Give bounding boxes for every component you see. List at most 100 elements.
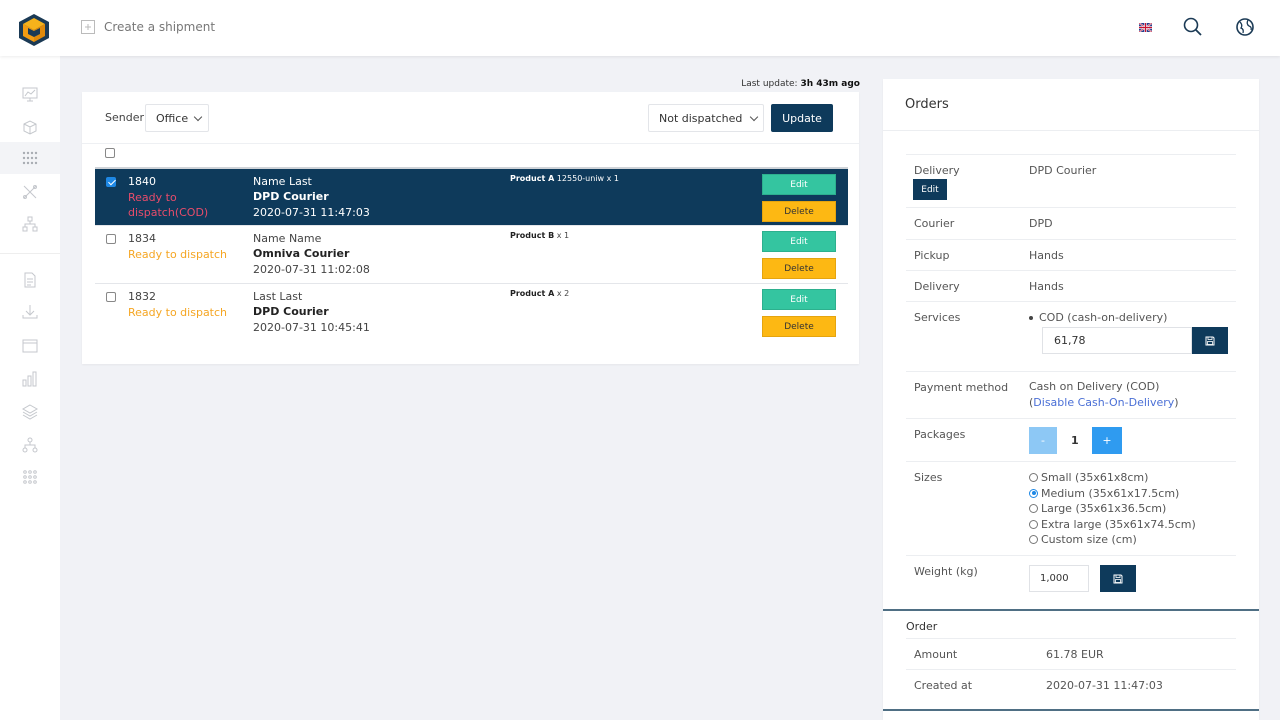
edit-button[interactable]: Edit [762, 174, 836, 195]
grid-icon [22, 151, 38, 165]
pickup-row: Pickup Hands [906, 239, 1236, 270]
courier-name: DPD Courier [253, 190, 329, 203]
sizes-label: Sizes [914, 471, 943, 484]
orders-table: 1840 Ready to dispatch(COD) Name Last DPD C… [95, 167, 848, 341]
weight-save-button[interactable] [1100, 565, 1136, 592]
payment-row: Payment method Cash on Delivery (COD) (D… [906, 371, 1236, 418]
create-shipment-link[interactable]: Create a shipment [80, 19, 215, 35]
delete-button[interactable]: Delete [762, 258, 836, 279]
packages-row: Packages - 1 + [906, 418, 1236, 461]
order-id: 1840 [128, 175, 156, 188]
amount-value: 61.78 EUR [1046, 648, 1104, 661]
size-option[interactable]: Large (35x61x36.5cm) [1029, 501, 1196, 517]
size-option-label: Custom size (cm) [1041, 533, 1137, 546]
delivery-edit-button[interactable]: Edit [913, 179, 947, 200]
product-detail: x 1 [556, 231, 570, 240]
delivery-label: Delivery [914, 164, 960, 177]
weight-label: Weight (kg) [914, 565, 978, 578]
delivery-type-label: Delivery [914, 280, 960, 293]
recipient-name: Name Last [253, 175, 312, 188]
radio-button[interactable] [1029, 473, 1038, 482]
hierarchy-icon [22, 437, 38, 453]
sender-select[interactable]: Office [145, 104, 209, 132]
add-document-icon [81, 20, 95, 34]
order-status: Ready to dispatch [128, 248, 228, 261]
payment-value: Cash on Delivery (COD) [1029, 380, 1160, 393]
delete-button[interactable]: Delete [762, 316, 836, 337]
last-update-value: 3h 43m ago [800, 79, 860, 89]
amount-label: Amount [914, 648, 958, 661]
panel-title: Orders [905, 97, 949, 112]
product-name: Product B [510, 231, 555, 240]
product-name: Product A [510, 289, 555, 298]
sidebar-item-apps[interactable] [0, 461, 60, 493]
sidebar-item-download[interactable] [0, 296, 60, 328]
packages-decrement-button[interactable]: - [1029, 427, 1057, 454]
order-status: Ready to dispatch [128, 306, 228, 319]
size-option[interactable]: Small (35x61x8cm) [1029, 470, 1196, 486]
sidebar-item-documents[interactable] [0, 264, 60, 296]
save-icon [1113, 574, 1123, 583]
edit-button[interactable]: Edit [762, 289, 836, 310]
disable-cod-link[interactable]: Disable Cash-On-Delivery [1033, 396, 1175, 409]
packages-increment-button[interactable]: + [1092, 427, 1122, 454]
globe-icon[interactable] [1234, 16, 1256, 38]
packages-label: Packages [914, 428, 966, 441]
courier-row: Courier DPD [906, 207, 1236, 239]
row-checkbox[interactable] [106, 234, 116, 244]
courier-name: DPD Courier [253, 305, 329, 318]
size-option[interactable]: Custom size (cm) [1029, 532, 1196, 548]
product-info: Product A 12550-uniw x 1 [510, 174, 619, 183]
cod-amount-input[interactable]: 61,78 [1042, 327, 1192, 354]
table-row[interactable]: 1840 Ready to dispatch(COD) Name Last DPD C… [95, 167, 848, 225]
order-id: 1832 [128, 290, 156, 303]
bar-chart-icon [22, 371, 37, 387]
sidebar-item-hierarchy[interactable] [0, 429, 60, 461]
created-at-value: 2020-07-31 11:47:03 [1046, 679, 1163, 692]
sidebar-item-network[interactable] [0, 208, 60, 240]
cod-save-button[interactable] [1192, 327, 1228, 354]
order-date: 2020-07-31 10:45:41 [253, 321, 370, 334]
orders-list-card: Sender Office Not dispatched Update 1840… [82, 92, 859, 364]
radio-button[interactable] [1029, 488, 1038, 498]
sidebar [0, 56, 60, 720]
size-option-label: Extra large (35x61x74.5cm) [1041, 517, 1196, 531]
weight-input[interactable]: 1,000 [1029, 565, 1089, 592]
row-checkbox[interactable] [106, 177, 116, 187]
size-option[interactable]: Medium (35x61x17.5cm) [1029, 486, 1196, 502]
delivery-row: Delivery DPD Courier Edit [906, 154, 1236, 207]
filters-bar: Sender Office Not dispatched Update [82, 92, 859, 144]
row-checkbox[interactable] [106, 292, 116, 302]
size-option-label: Small (35x61x8cm) [1041, 471, 1149, 484]
size-option[interactable]: Extra large (35x61x74.5cm) [1029, 517, 1196, 533]
uk-flag-icon[interactable] [1139, 22, 1152, 32]
app-logo-icon[interactable] [16, 12, 52, 48]
sidebar-item-layers[interactable] [0, 396, 60, 428]
sidebar-item-packages[interactable] [0, 111, 60, 143]
update-button[interactable]: Update [771, 104, 833, 132]
table-row[interactable]: 1834 Ready to dispatch Name Name Omniva Cou… [95, 225, 848, 283]
top-bar: Create a shipment [0, 0, 1280, 56]
delete-button[interactable]: Delete [762, 201, 836, 222]
select-all-checkbox[interactable] [105, 148, 115, 158]
delivery-type-value: Hands [1029, 280, 1064, 293]
sidebar-item-dashboard[interactable] [0, 78, 60, 110]
sizes-row: Sizes Small (35x61x8cm) Medium (35x61x17.… [906, 461, 1236, 555]
table-row[interactable]: 1832 Ready to dispatch Last Last DPD Courie… [95, 283, 848, 341]
size-option-label: Large (35x61x36.5cm) [1041, 502, 1167, 515]
radio-button[interactable] [1029, 535, 1038, 544]
edit-button[interactable]: Edit [762, 231, 836, 252]
sidebar-item-reports[interactable] [0, 363, 60, 395]
sidebar-item-grid[interactable] [0, 142, 60, 174]
created-at-label: Created at [914, 679, 973, 692]
search-icon[interactable] [1182, 16, 1204, 38]
radio-button[interactable] [1029, 504, 1038, 513]
radio-button[interactable] [1029, 519, 1038, 529]
services-label: Services [914, 311, 961, 324]
delivery-type-row: Delivery Hands [906, 270, 1236, 301]
product-name: Product A [510, 174, 555, 183]
sidebar-item-tools[interactable] [0, 176, 60, 208]
recipient-name: Last Last [253, 290, 303, 303]
status-filter-select[interactable]: Not dispatched [648, 104, 764, 132]
sidebar-item-window[interactable] [0, 330, 60, 362]
